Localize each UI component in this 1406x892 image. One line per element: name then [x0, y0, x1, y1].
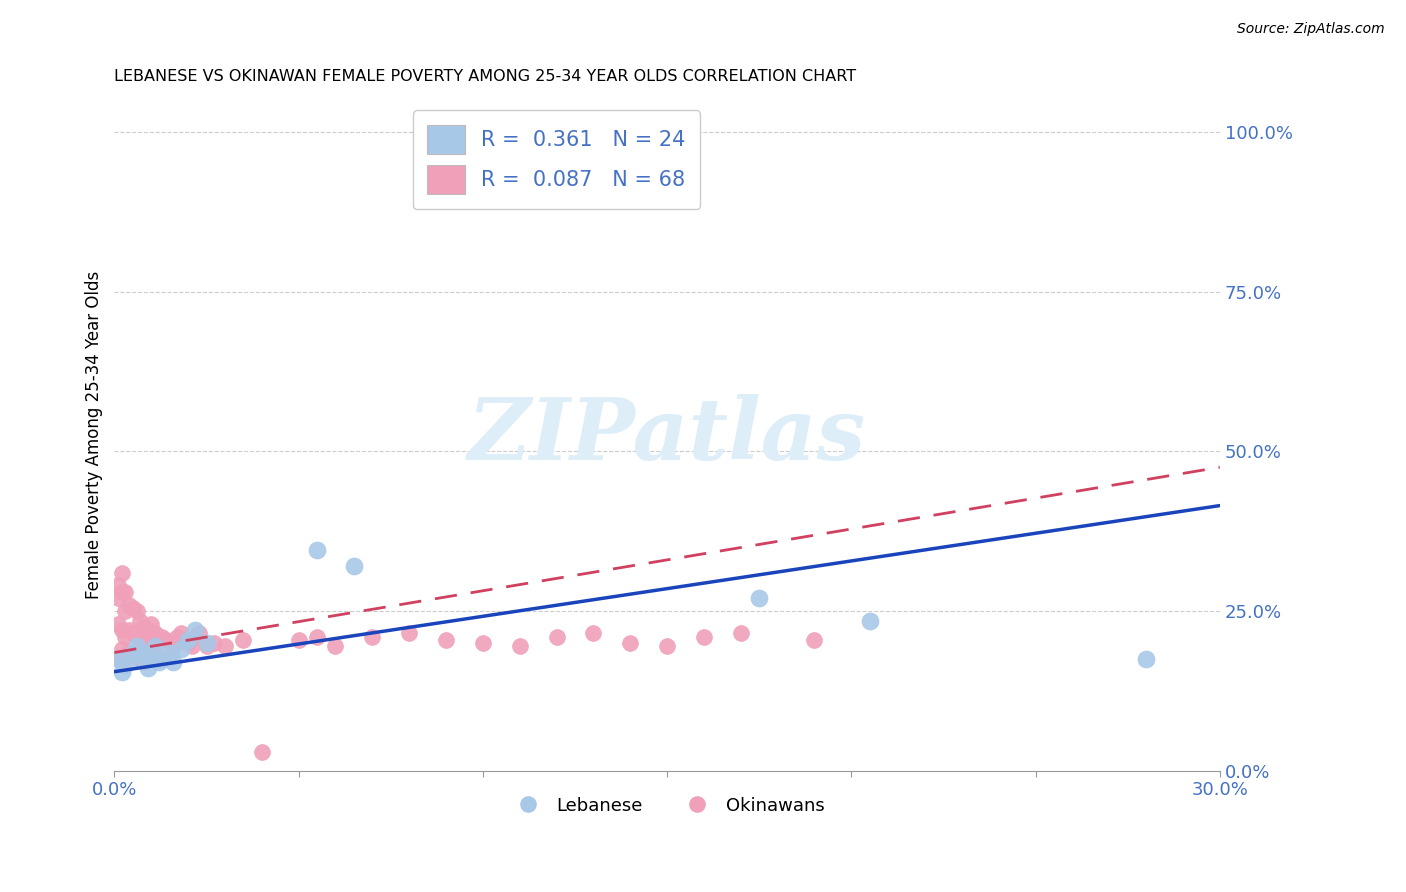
Point	[111, 642, 134, 657]
Point	[125, 626, 148, 640]
Point	[730, 626, 752, 640]
Point	[136, 646, 159, 660]
Point	[361, 630, 384, 644]
Point	[1135, 652, 1157, 666]
Point	[159, 636, 181, 650]
Point	[143, 646, 166, 660]
Point	[325, 639, 347, 653]
Point	[143, 639, 166, 653]
Point	[162, 639, 184, 653]
Point	[155, 632, 177, 647]
Point	[148, 655, 170, 669]
Point	[118, 646, 141, 660]
Y-axis label: Female Poverty Among 25-34 Year Olds: Female Poverty Among 25-34 Year Olds	[86, 271, 103, 599]
Point	[107, 652, 129, 666]
Point	[141, 652, 163, 666]
Point	[546, 630, 568, 644]
Point	[184, 623, 207, 637]
Point	[114, 652, 136, 666]
Point	[693, 630, 716, 644]
Point	[398, 626, 420, 640]
Point	[141, 652, 163, 666]
Point	[114, 584, 136, 599]
Point	[509, 639, 531, 653]
Point	[250, 745, 273, 759]
Point	[111, 665, 134, 679]
Point	[107, 652, 129, 666]
Point	[305, 630, 328, 644]
Point	[184, 630, 207, 644]
Point	[655, 639, 678, 653]
Point	[141, 632, 163, 647]
Point	[859, 614, 882, 628]
Text: ZIPatlas: ZIPatlas	[468, 393, 866, 477]
Point	[287, 632, 309, 647]
Point	[107, 616, 129, 631]
Point	[132, 620, 155, 634]
Point	[114, 630, 136, 644]
Point	[129, 652, 152, 666]
Point	[141, 616, 163, 631]
Point	[118, 598, 141, 612]
Text: Source: ZipAtlas.com: Source: ZipAtlas.com	[1237, 22, 1385, 37]
Point	[114, 604, 136, 618]
Point	[195, 639, 218, 653]
Point	[136, 623, 159, 637]
Point	[471, 636, 494, 650]
Point	[434, 632, 457, 647]
Point	[125, 639, 148, 653]
Point	[202, 636, 225, 650]
Point	[121, 648, 143, 663]
Point	[150, 652, 173, 666]
Point	[162, 655, 184, 669]
Point	[132, 646, 155, 660]
Point	[111, 584, 134, 599]
Point	[173, 632, 195, 647]
Point	[195, 636, 218, 650]
Point	[125, 604, 148, 618]
Point	[150, 630, 173, 644]
Point	[107, 578, 129, 592]
Legend: Lebanese, Okinawans: Lebanese, Okinawans	[502, 789, 832, 822]
Point	[214, 639, 236, 653]
Point	[148, 630, 170, 644]
Point	[180, 639, 202, 653]
Point	[471, 125, 494, 139]
Point	[121, 600, 143, 615]
Point	[111, 623, 134, 637]
Point	[129, 652, 152, 666]
Point	[188, 626, 211, 640]
Point	[132, 636, 155, 650]
Text: LEBANESE VS OKINAWAN FEMALE POVERTY AMONG 25-34 YEAR OLDS CORRELATION CHART: LEBANESE VS OKINAWAN FEMALE POVERTY AMON…	[114, 69, 856, 84]
Point	[803, 632, 825, 647]
Point	[232, 632, 254, 647]
Point	[343, 559, 366, 574]
Point	[170, 626, 193, 640]
Point	[619, 636, 641, 650]
Point	[177, 636, 200, 650]
Point	[582, 626, 605, 640]
Point	[114, 658, 136, 673]
Point	[136, 661, 159, 675]
Point	[121, 646, 143, 660]
Point	[148, 652, 170, 666]
Point	[150, 652, 173, 666]
Point	[143, 626, 166, 640]
Point	[125, 648, 148, 663]
Point	[166, 630, 188, 644]
Point	[170, 642, 193, 657]
Point	[121, 626, 143, 640]
Point	[129, 614, 152, 628]
Point	[118, 623, 141, 637]
Point	[159, 646, 181, 660]
Point	[129, 632, 152, 647]
Point	[132, 655, 155, 669]
Point	[305, 543, 328, 558]
Point	[107, 591, 129, 606]
Point	[748, 591, 770, 606]
Point	[111, 566, 134, 580]
Point	[177, 632, 200, 647]
